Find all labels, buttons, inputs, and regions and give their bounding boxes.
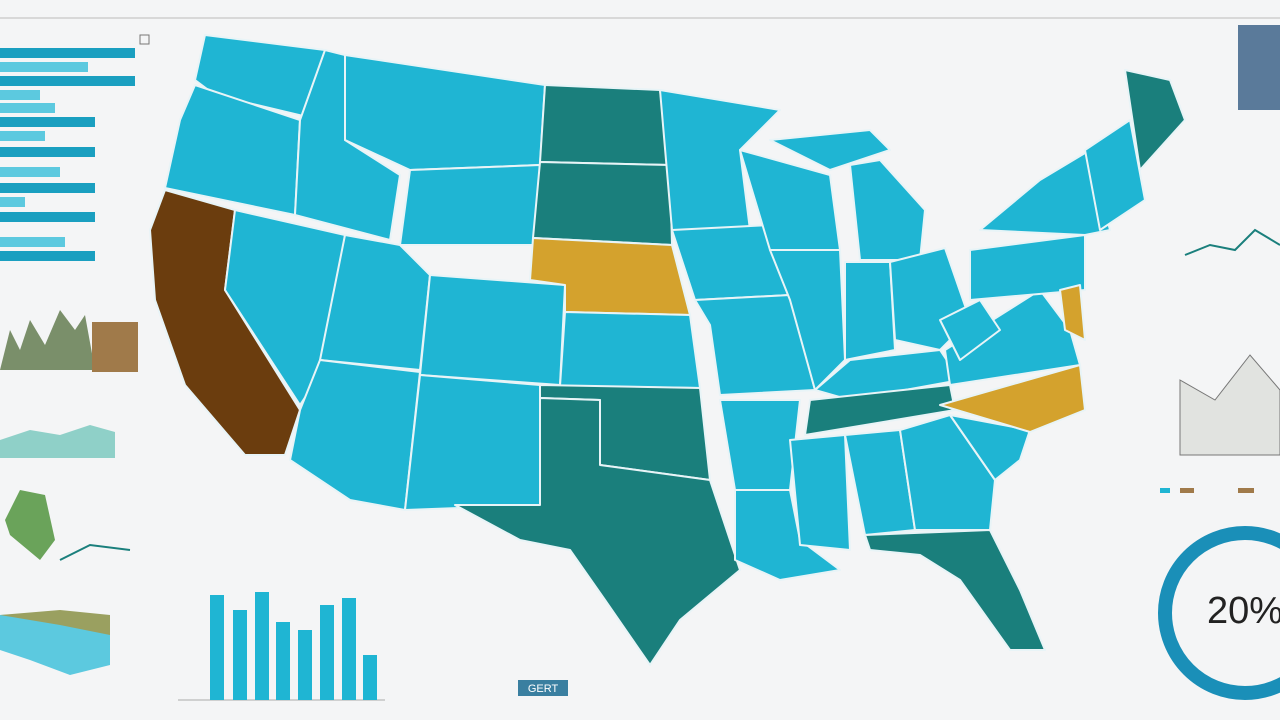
left-charts bbox=[0, 310, 138, 675]
donut-ring bbox=[1158, 526, 1280, 700]
button-label[interactable]: GERT bbox=[528, 683, 559, 695]
left-bars bbox=[0, 34, 150, 261]
gert-button[interactable]: GERT bbox=[518, 680, 568, 696]
right-panels: 20% bbox=[1158, 25, 1280, 700]
bottom-bars bbox=[178, 592, 385, 701]
us-map bbox=[149, 34, 1186, 666]
donut-label: 20% bbox=[1207, 590, 1280, 632]
